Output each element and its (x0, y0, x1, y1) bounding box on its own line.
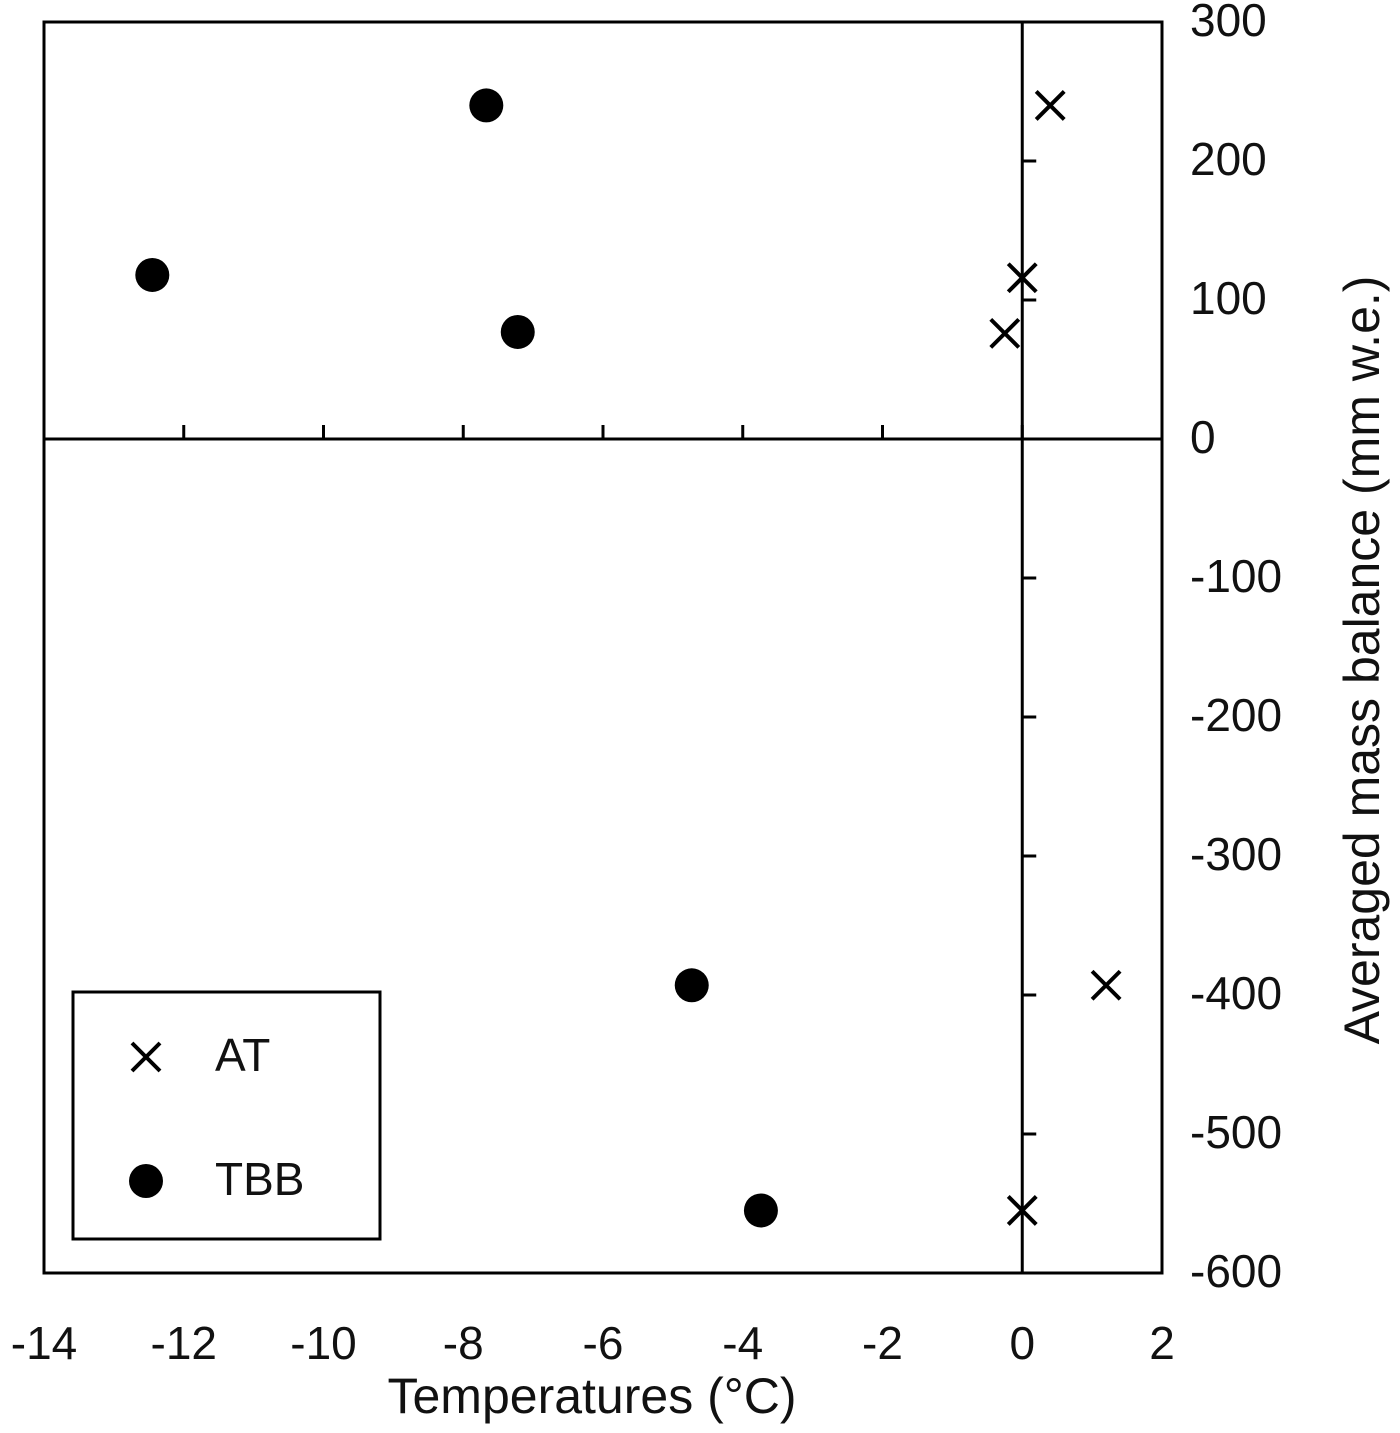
data-point (674, 968, 709, 1003)
y-tick-label: 300 (1190, 0, 1267, 46)
y-tick-label: -500 (1190, 1106, 1282, 1158)
legend-marker (129, 1164, 163, 1198)
x-tick-label: -8 (443, 1317, 484, 1369)
y-tick-label: -100 (1190, 550, 1282, 602)
y-tick-label: -400 (1190, 967, 1282, 1019)
y-tick-label: 200 (1190, 133, 1267, 185)
data-point (1006, 1195, 1038, 1226)
legend-label: AT (215, 1029, 270, 1081)
y-tick-label: -300 (1190, 828, 1282, 880)
data-point (989, 317, 1021, 349)
x-tick-label: 2 (1149, 1317, 1175, 1369)
x-tick-label: -12 (151, 1317, 217, 1369)
data-point (500, 314, 535, 349)
data-point (1090, 969, 1122, 1001)
y-tick-label: -200 (1190, 689, 1282, 741)
x-tick-label: -14 (11, 1317, 77, 1369)
y-tick-label: -600 (1190, 1245, 1282, 1297)
y-tick-label: 0 (1190, 411, 1216, 463)
x-tick-label: -10 (290, 1317, 356, 1369)
x-tick-label: -6 (583, 1317, 624, 1369)
x-axis-label: Temperatures (°C) (388, 1368, 797, 1424)
plot-frame (42, 20, 1164, 1275)
data-point (1034, 89, 1066, 121)
data-point (1006, 262, 1038, 294)
legend-box (71, 990, 382, 1241)
y-tick-label: 100 (1190, 272, 1267, 324)
x-tick-label: -4 (722, 1317, 763, 1369)
data-point (135, 257, 170, 292)
data-point (469, 88, 504, 123)
x-tick-label: -2 (862, 1317, 903, 1369)
data-point (743, 1193, 778, 1228)
legend-marker (130, 1041, 162, 1073)
legend-label: TBB (215, 1153, 304, 1205)
x-tick-label: 0 (1009, 1317, 1035, 1369)
y-axis-label: Averaged mass balance (mm w.e.) (1334, 276, 1390, 1045)
